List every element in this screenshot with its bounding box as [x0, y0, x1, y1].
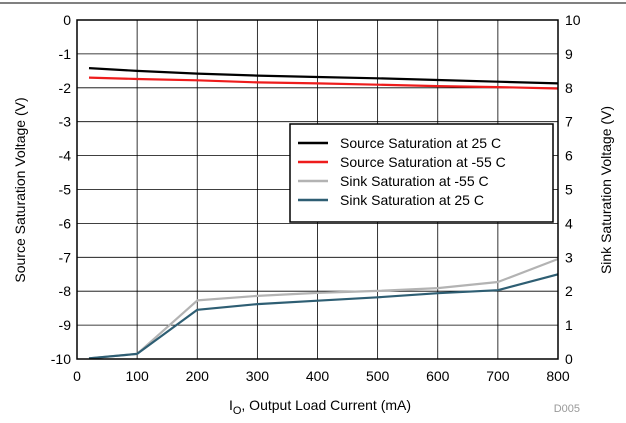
series-layer [88, 67, 559, 360]
y-right-tick-label: 7 [565, 114, 573, 130]
x-tick-label: 100 [125, 368, 149, 384]
x-tick-labels: 0 100 200 300 400 500 600 700 800 [73, 368, 570, 384]
y-left-tick-label: -7 [59, 249, 72, 265]
series-line-3 [88, 257, 559, 360]
y-right-tick-label: 2 [565, 283, 573, 299]
x-tick-label: 600 [426, 368, 450, 384]
y-left-axis-title: Source Saturation Voltage (V) [12, 97, 28, 282]
y-right-tick-label: 8 [565, 80, 573, 96]
y-left-tick-label: 0 [63, 12, 71, 28]
legend-box [289, 123, 554, 223]
y-left-tick-label: -2 [59, 80, 72, 96]
legend-label-4: Sink Saturation at 25 C [340, 192, 484, 208]
y-left-tick-label: -1 [59, 46, 72, 62]
legend: Source Saturation at 25 C Source Saturati… [289, 123, 554, 223]
y-right-tick-label: 0 [565, 351, 573, 367]
legend-label-3: Sink Saturation at -55 C [340, 173, 489, 189]
y-right-tick-label: 4 [565, 215, 573, 231]
y-right-tick-label: 3 [565, 249, 573, 265]
y-left-tick-label: -6 [59, 215, 72, 231]
x-tick-label: 800 [546, 368, 570, 384]
watermark-label: D005 [554, 403, 580, 415]
series-line-4 [88, 273, 559, 360]
x-tick-label: 300 [246, 368, 270, 384]
y-left-tick-label: -8 [59, 283, 72, 299]
plot-frame [76, 19, 559, 360]
y-right-axis-title: Sink Saturation Voltage (V) [598, 106, 614, 274]
y-left-tick-label: -10 [51, 351, 71, 367]
y-right-tick-label: 5 [565, 182, 573, 198]
series-line-1 [88, 67, 559, 85]
x-tick-label: 0 [73, 368, 81, 384]
y-left-tick-label: -3 [59, 114, 72, 130]
y-left-tick-label: -4 [59, 148, 72, 164]
y-left-tick-label: -9 [59, 317, 72, 333]
series-line-2 [88, 76, 559, 90]
y-left-tick-label: -5 [59, 182, 72, 198]
x-tick-label: 400 [306, 368, 330, 384]
y-right-tick-label: 9 [565, 46, 573, 62]
x-tick-label: 500 [366, 368, 390, 384]
x-tick-label: 700 [486, 368, 510, 384]
y-right-tick-label: 10 [565, 12, 581, 28]
y-left-tick-labels: 0 -1 -2 -3 -4 -5 -6 -7 -8 -9 -10 [51, 12, 71, 367]
y-right-tick-label: 6 [565, 148, 573, 164]
legend-label-1: Source Saturation at 25 C [340, 135, 501, 151]
x-axis-title: IO, Output Load Current (mA) [229, 397, 411, 417]
legend-label-2: Source Saturation at -55 C [340, 154, 506, 170]
x-tick-label: 200 [186, 368, 210, 384]
y-right-tick-label: 1 [565, 317, 573, 333]
